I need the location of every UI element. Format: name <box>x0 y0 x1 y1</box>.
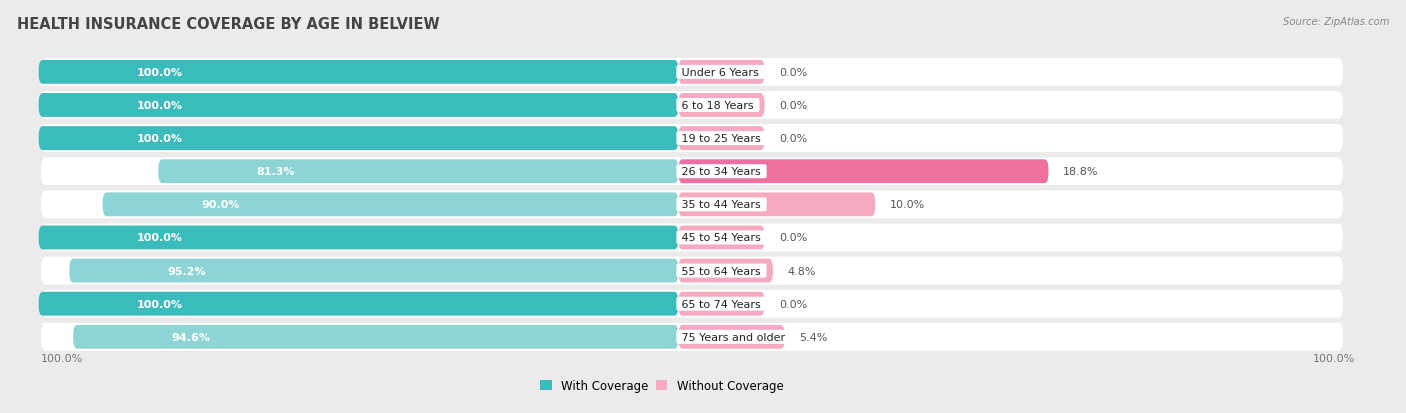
FancyBboxPatch shape <box>73 325 678 349</box>
Text: 0.0%: 0.0% <box>779 299 807 309</box>
Text: 55 to 64 Years: 55 to 64 Years <box>678 266 765 276</box>
Text: 75 Years and older: 75 Years and older <box>678 332 789 342</box>
Text: 81.3%: 81.3% <box>257 167 295 177</box>
Text: 10.0%: 10.0% <box>890 200 925 210</box>
FancyBboxPatch shape <box>41 224 1343 252</box>
FancyBboxPatch shape <box>678 193 875 217</box>
FancyBboxPatch shape <box>39 127 678 151</box>
FancyBboxPatch shape <box>41 290 1343 318</box>
FancyBboxPatch shape <box>678 292 765 316</box>
FancyBboxPatch shape <box>41 323 1343 351</box>
Text: 100.0%: 100.0% <box>138 233 183 243</box>
FancyBboxPatch shape <box>41 257 1343 285</box>
FancyBboxPatch shape <box>41 191 1343 219</box>
FancyBboxPatch shape <box>41 59 1343 87</box>
Text: 6 to 18 Years: 6 to 18 Years <box>678 101 758 111</box>
Text: 0.0%: 0.0% <box>779 233 807 243</box>
Text: 100.0%: 100.0% <box>138 299 183 309</box>
Text: 100.0%: 100.0% <box>138 101 183 111</box>
FancyBboxPatch shape <box>41 92 1343 120</box>
Text: 94.6%: 94.6% <box>172 332 211 342</box>
Text: 95.2%: 95.2% <box>167 266 207 276</box>
FancyBboxPatch shape <box>678 160 1049 184</box>
FancyBboxPatch shape <box>39 61 678 85</box>
FancyBboxPatch shape <box>678 226 765 250</box>
Text: 19 to 25 Years: 19 to 25 Years <box>678 134 765 144</box>
Text: 0.0%: 0.0% <box>779 134 807 144</box>
Text: 4.8%: 4.8% <box>787 266 815 276</box>
Legend: With Coverage, Without Coverage: With Coverage, Without Coverage <box>540 379 783 392</box>
FancyBboxPatch shape <box>39 226 678 250</box>
FancyBboxPatch shape <box>678 127 765 151</box>
FancyBboxPatch shape <box>678 94 765 118</box>
FancyBboxPatch shape <box>678 259 773 283</box>
FancyBboxPatch shape <box>41 158 1343 186</box>
Text: 35 to 44 Years: 35 to 44 Years <box>678 200 765 210</box>
FancyBboxPatch shape <box>678 61 765 85</box>
FancyBboxPatch shape <box>103 193 678 217</box>
FancyBboxPatch shape <box>39 292 678 316</box>
Text: 5.4%: 5.4% <box>800 332 828 342</box>
Text: Under 6 Years: Under 6 Years <box>678 68 762 78</box>
Text: 0.0%: 0.0% <box>779 101 807 111</box>
Text: 65 to 74 Years: 65 to 74 Years <box>678 299 765 309</box>
Text: 100.0%: 100.0% <box>138 134 183 144</box>
Text: 100.0%: 100.0% <box>1313 354 1355 363</box>
FancyBboxPatch shape <box>39 94 678 118</box>
FancyBboxPatch shape <box>678 325 785 349</box>
Text: 0.0%: 0.0% <box>779 68 807 78</box>
Text: Source: ZipAtlas.com: Source: ZipAtlas.com <box>1282 17 1389 26</box>
Text: 45 to 54 Years: 45 to 54 Years <box>678 233 765 243</box>
Text: 18.8%: 18.8% <box>1063 167 1098 177</box>
FancyBboxPatch shape <box>69 259 678 283</box>
FancyBboxPatch shape <box>41 125 1343 153</box>
Text: 100.0%: 100.0% <box>138 68 183 78</box>
Text: 100.0%: 100.0% <box>41 354 83 363</box>
Text: 26 to 34 Years: 26 to 34 Years <box>678 167 765 177</box>
Text: 90.0%: 90.0% <box>201 200 239 210</box>
Text: HEALTH INSURANCE COVERAGE BY AGE IN BELVIEW: HEALTH INSURANCE COVERAGE BY AGE IN BELV… <box>17 17 440 31</box>
FancyBboxPatch shape <box>159 160 678 184</box>
